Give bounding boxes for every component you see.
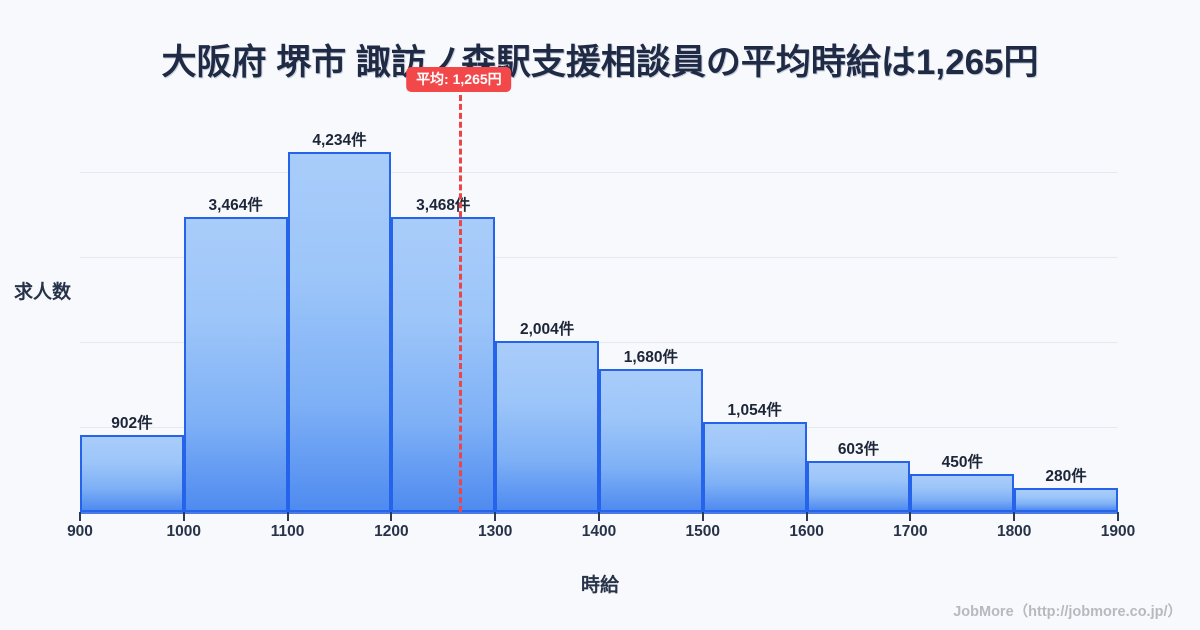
x-axis-tick — [182, 512, 185, 521]
footer-credit: JobMore（http://jobmore.co.jp/） — [953, 604, 1182, 620]
x-axis-tick — [494, 512, 497, 521]
bar — [1014, 488, 1118, 512]
x-axis-tick — [909, 512, 912, 521]
average-line — [458, 95, 462, 512]
x-axis-tick — [286, 512, 289, 521]
bar — [391, 216, 496, 512]
bar-value-label: 4,234件 — [312, 131, 367, 149]
bar — [495, 341, 599, 512]
x-axis-tick-label: 1800 — [996, 523, 1032, 540]
x-axis-tick — [390, 512, 393, 521]
bar-value-label: 450件 — [941, 453, 983, 471]
y-axis-title: 求人数 — [14, 282, 72, 303]
page-title: 大阪府 堺市 諏訪ノ森駅支援相談員の平均時給は1,265円 — [161, 43, 1039, 82]
x-axis-tick — [1117, 512, 1119, 521]
x-axis-tick-label: 1600 — [789, 523, 824, 540]
bar-value-label: 3,464件 — [208, 197, 263, 215]
x-axis-tick-label: 1100 — [270, 523, 305, 540]
bar — [287, 151, 392, 512]
gridline — [80, 341, 1118, 343]
bar-value-label: 1,680件 — [623, 349, 679, 367]
bar-value-label: 280件 — [1045, 468, 1087, 486]
plot-area: 902件 3,464件 4,234件 3,468件 2,004件 1,680件 1,054件… — [67, 67, 1135, 540]
x-axis-tick — [701, 512, 704, 521]
bar — [80, 435, 184, 512]
gridline — [80, 256, 1118, 258]
x-axis-tick — [1013, 512, 1016, 521]
x-axis-tick-label: 1900 — [1100, 523, 1136, 540]
x-axis-tick — [805, 512, 808, 521]
x-axis-tick — [598, 512, 600, 521]
x-axis-tick-label: 1300 — [477, 523, 513, 540]
x-axis-tick-label: 1700 — [893, 523, 928, 540]
bar-value-label: 1,054件 — [727, 402, 782, 420]
bar — [599, 369, 703, 512]
gridline — [80, 171, 1118, 173]
bar-value-label: 2,004件 — [519, 321, 575, 339]
bar-value-label: 3,468件 — [416, 196, 471, 214]
bar — [183, 217, 288, 512]
bar-value-label: 603件 — [837, 440, 880, 458]
bar — [806, 460, 911, 512]
bar — [702, 422, 807, 512]
x-axis-tick-label: 900 — [67, 523, 93, 540]
x-axis-tick-label: 1400 — [581, 523, 617, 540]
x-axis-tick-label: 1000 — [166, 523, 202, 540]
average-badge: 平均: 1,265円 — [406, 67, 512, 93]
x-axis-tick-label: 1200 — [374, 523, 409, 540]
bar-value-label: 902件 — [111, 415, 153, 433]
x-axis-title: 時給 — [580, 575, 619, 596]
x-axis-tick-label: 1500 — [685, 523, 721, 540]
bar — [910, 473, 1015, 512]
x-axis-tick — [79, 512, 81, 521]
